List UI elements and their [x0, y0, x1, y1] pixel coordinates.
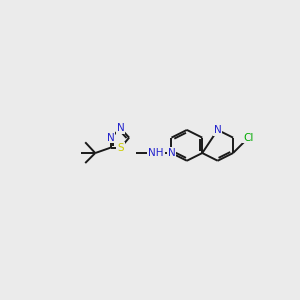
Text: NH: NH: [148, 148, 164, 158]
Text: N: N: [107, 133, 115, 142]
Text: Cl: Cl: [243, 133, 254, 142]
Text: N: N: [214, 125, 221, 135]
Text: N: N: [168, 148, 175, 158]
Text: N: N: [117, 123, 124, 134]
Text: S: S: [117, 143, 124, 153]
